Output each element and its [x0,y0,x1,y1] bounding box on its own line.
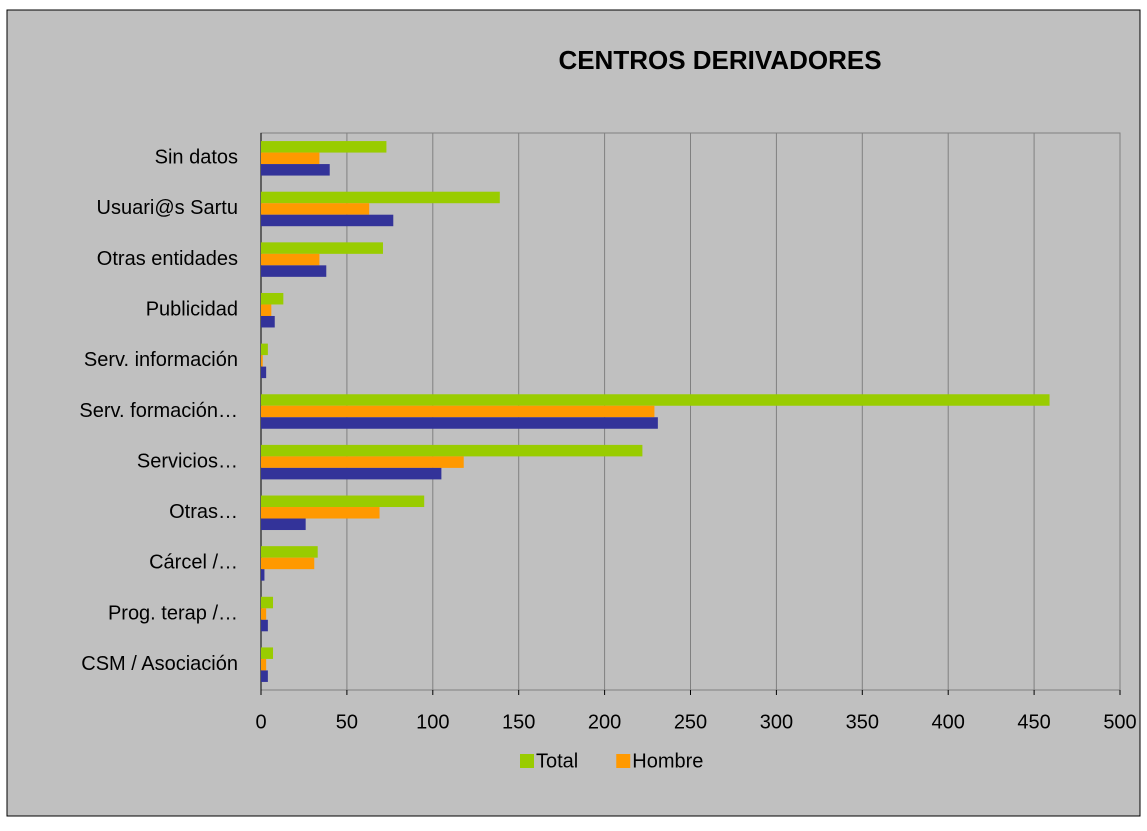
bar [261,304,272,316]
y-tick-label: Servicios… [137,450,238,472]
bar [261,546,318,558]
bar [261,670,268,682]
y-tick-label: CSM / Asociación [81,653,238,675]
x-tick-label: 200 [588,711,621,733]
x-tick-label: 350 [846,711,879,733]
chart-title: CENTROS DERIVADORES [558,45,881,75]
x-tick-label: 450 [1017,711,1050,733]
bar [261,658,267,671]
bar [261,569,265,581]
y-tick-label: Sin datos [155,147,238,169]
bar [261,141,387,153]
bar [261,191,500,204]
bar [261,507,380,519]
legend-label: Hombre [632,750,703,772]
bar [261,203,370,215]
bar [261,405,655,418]
bar [261,253,320,266]
bar [261,315,275,328]
bar [261,164,330,176]
bar [261,265,327,277]
legend-label: Total [536,750,578,772]
y-tick-label: Serv. información [84,349,238,371]
bar [261,394,1050,406]
y-tick-label: Otras… [169,501,238,523]
bar [261,366,267,379]
x-tick-label: 250 [674,711,707,733]
legend-swatch [616,754,631,768]
bar [261,444,643,457]
x-tick-label: 0 [255,711,266,733]
y-tick-label: Cárcel /… [149,552,238,574]
x-tick-label: 500 [1103,711,1136,733]
x-tick-label: 150 [502,711,535,733]
x-tick-label: 100 [416,711,449,733]
legend-swatch [520,754,534,768]
bar [261,355,263,367]
bar [261,467,442,480]
x-tick-label: 400 [932,711,965,733]
y-tick-label: Usuari@s Sartu [97,197,238,219]
bar [261,417,658,429]
bar [261,214,394,227]
bar [261,619,268,632]
bar [261,456,464,468]
x-tick-label: 50 [336,711,358,733]
bar [261,292,284,305]
y-tick-label: Otras entidades [97,248,238,270]
x-tick-label: 300 [760,711,793,733]
bar [261,608,267,620]
bar [261,647,274,659]
bar [261,343,268,356]
bar [261,242,383,254]
bar [261,152,320,165]
y-tick-label: Prog. terap /… [108,602,238,624]
bar [261,557,315,570]
bar [261,596,274,609]
bar [261,495,425,508]
y-tick-label: Publicidad [146,299,238,321]
y-tick-label: Serv. formación… [79,400,238,422]
bar [261,518,306,531]
